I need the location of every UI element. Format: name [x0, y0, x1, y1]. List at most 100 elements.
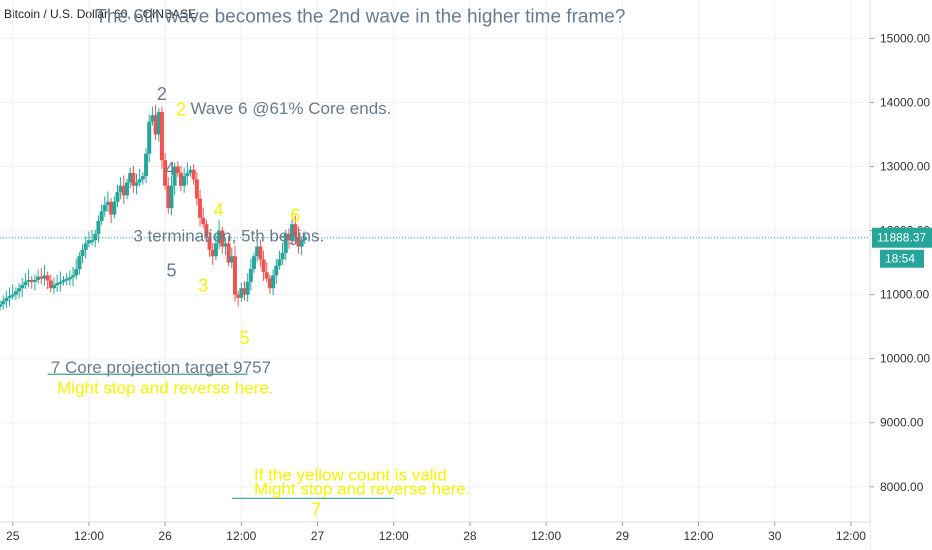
candle-body: [172, 166, 177, 186]
candle-body: [147, 121, 152, 154]
candle-body: [159, 112, 164, 161]
candle-body: [255, 246, 260, 257]
x-tick-label: 26: [158, 529, 172, 543]
candle-body: [220, 230, 225, 247]
wave-label: 4: [213, 200, 223, 220]
candle-body: [109, 201, 114, 215]
candle-body: [182, 176, 187, 186]
x-tick-label: 27: [311, 529, 325, 543]
candle-body: [134, 182, 139, 186]
chart-annotation: Might stop and reverse here.: [254, 479, 470, 498]
candle-body: [55, 283, 60, 286]
candle-body: [277, 259, 282, 266]
y-tick-label: 10000.00: [880, 352, 930, 366]
time-axis-bg: [0, 522, 870, 550]
candle-body: [118, 185, 123, 193]
candle-body: [36, 276, 41, 280]
candle-body: [163, 160, 168, 186]
chart-annotation: The 6th wave becomes the 2nd wave in the…: [95, 6, 625, 27]
candle-body: [207, 236, 212, 250]
candle-body: [210, 249, 215, 257]
candle-body: [121, 185, 126, 196]
countdown-badge: [880, 249, 924, 268]
candle-body: [236, 294, 241, 298]
candle-body: [48, 280, 53, 289]
candle-body: [77, 256, 82, 270]
candle-body: [299, 240, 304, 247]
y-tick-label: 13000.00: [880, 160, 930, 174]
candle-body: [32, 279, 37, 282]
candle-body: [74, 269, 79, 276]
candle-body: [1, 301, 6, 305]
candle-body: [96, 220, 101, 234]
candle-body: [45, 275, 50, 281]
candle-body: [248, 269, 253, 282]
candle-body: [26, 279, 31, 282]
wave-label: 5: [166, 261, 176, 281]
candle-body: [223, 243, 228, 247]
wave-label: 3: [198, 275, 208, 295]
chart-annotation: Might stop and reverse here.: [57, 378, 273, 397]
candle-body: [271, 275, 276, 289]
candle-body: [112, 201, 117, 215]
candle-body: [80, 249, 85, 257]
candle-body: [166, 185, 171, 209]
candle-body: [204, 224, 209, 237]
candle-body: [99, 211, 104, 221]
candle-body: [267, 278, 272, 289]
candle-body: [283, 233, 288, 253]
candle-body: [213, 243, 218, 257]
candle-body: [102, 204, 107, 212]
candle-body: [4, 297, 9, 302]
x-tick-label: 12:00: [836, 529, 866, 543]
candle-body: [67, 277, 72, 280]
wave-label: 6: [290, 206, 300, 226]
candle-body: [264, 272, 269, 279]
y-tick-label: 9000.00: [880, 416, 924, 430]
candle-body: [125, 182, 130, 196]
x-tick-label: 12:00: [379, 529, 409, 543]
candle-body: [280, 252, 285, 260]
candle-body: [226, 243, 231, 263]
candle-body: [258, 246, 263, 260]
candle-body: [42, 275, 47, 279]
x-tick-label: 12:00: [684, 529, 714, 543]
candle-body: [201, 217, 206, 225]
chart-annotation: 3 termination, 5th begins.: [133, 226, 324, 245]
candle-body: [144, 153, 149, 177]
candle-body: [140, 176, 145, 180]
candle-body: [302, 236, 307, 241]
candle-body: [0, 304, 2, 307]
x-tick-label: 25: [6, 529, 20, 543]
candle-body: [105, 201, 110, 205]
candle-body: [150, 115, 155, 122]
chart-annotation: If the yellow count is valid: [254, 465, 447, 484]
candle-body: [128, 172, 133, 183]
wave-label: 4: [165, 159, 175, 179]
candle-body: [90, 240, 95, 243]
candle-body: [290, 224, 295, 241]
candle-body: [86, 240, 91, 244]
candle-body: [64, 278, 69, 281]
x-tick-label: 12:00: [74, 529, 104, 543]
y-tick-label: 11000.00: [880, 288, 929, 302]
symbol-title: Bitcoin / U.S. Dollar, 60, COINBASE: [4, 7, 197, 21]
candle-body: [93, 233, 98, 241]
last-price-badge: [872, 227, 932, 248]
candle-body: [217, 230, 222, 244]
y-tick-label: 8000.00: [880, 480, 924, 494]
candle-body: [191, 169, 196, 180]
candle-body: [169, 185, 174, 209]
candle-body: [261, 259, 266, 273]
chart-annotation: Wave 6 @61% Core ends.: [191, 99, 392, 118]
wave-label: 2: [176, 99, 186, 119]
candle-body: [198, 198, 203, 218]
candle-body: [51, 285, 56, 289]
candle-body: [194, 179, 199, 199]
candle-body: [242, 288, 247, 295]
candle-body: [293, 224, 298, 237]
x-tick-label: 12:00: [226, 529, 256, 543]
candle-body: [232, 256, 237, 295]
last-price-label: 11888.37: [877, 231, 926, 245]
